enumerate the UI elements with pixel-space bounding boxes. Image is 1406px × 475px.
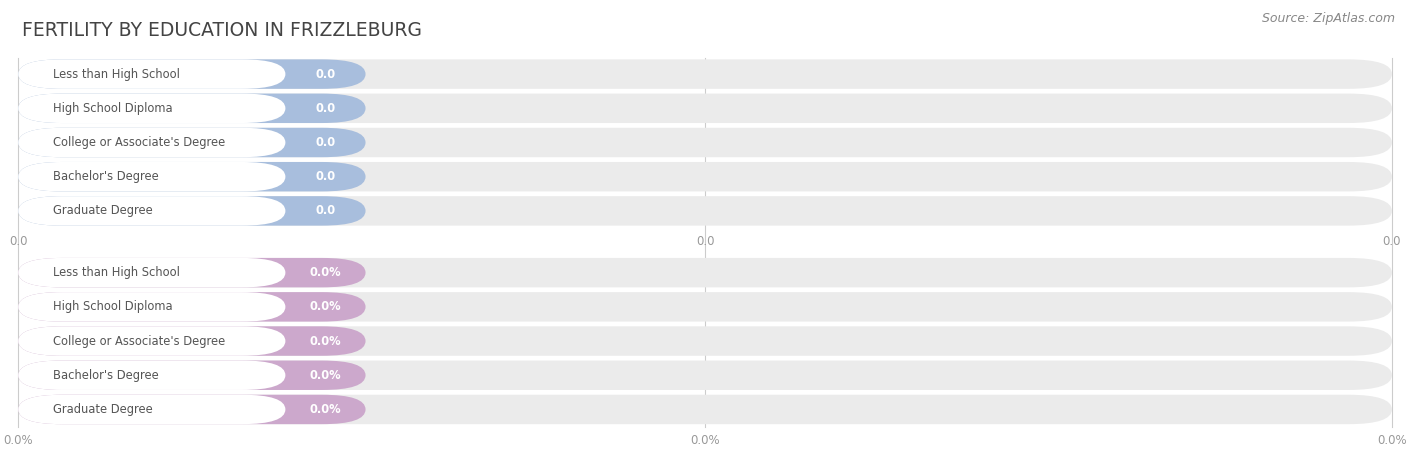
Text: 0.0%: 0.0% bbox=[309, 369, 342, 382]
Text: FERTILITY BY EDUCATION IN FRIZZLEBURG: FERTILITY BY EDUCATION IN FRIZZLEBURG bbox=[22, 21, 422, 40]
FancyBboxPatch shape bbox=[18, 59, 1392, 89]
FancyBboxPatch shape bbox=[18, 326, 1392, 356]
FancyBboxPatch shape bbox=[18, 326, 366, 356]
Text: 0.0: 0.0 bbox=[315, 204, 336, 218]
FancyBboxPatch shape bbox=[18, 196, 285, 226]
Text: 0.0%: 0.0% bbox=[1376, 434, 1406, 447]
Text: 0.0: 0.0 bbox=[315, 67, 336, 81]
FancyBboxPatch shape bbox=[18, 361, 366, 390]
FancyBboxPatch shape bbox=[18, 94, 1392, 123]
FancyBboxPatch shape bbox=[18, 292, 1392, 322]
FancyBboxPatch shape bbox=[18, 94, 285, 123]
FancyBboxPatch shape bbox=[18, 292, 366, 322]
Text: Graduate Degree: Graduate Degree bbox=[53, 204, 153, 218]
Text: 0.0: 0.0 bbox=[696, 235, 714, 248]
Text: High School Diploma: High School Diploma bbox=[53, 300, 173, 314]
Text: 0.0%: 0.0% bbox=[309, 300, 342, 314]
Text: 0.0: 0.0 bbox=[8, 235, 28, 248]
Text: 0.0: 0.0 bbox=[315, 136, 336, 149]
FancyBboxPatch shape bbox=[18, 258, 366, 287]
FancyBboxPatch shape bbox=[18, 162, 366, 191]
Text: High School Diploma: High School Diploma bbox=[53, 102, 173, 115]
Text: College or Associate's Degree: College or Associate's Degree bbox=[53, 334, 226, 348]
FancyBboxPatch shape bbox=[18, 326, 285, 356]
Text: Less than High School: Less than High School bbox=[53, 266, 180, 279]
Text: 0.0%: 0.0% bbox=[309, 266, 342, 279]
Text: Less than High School: Less than High School bbox=[53, 67, 180, 81]
Text: 0.0%: 0.0% bbox=[690, 434, 720, 447]
Text: 0.0: 0.0 bbox=[1382, 235, 1402, 248]
FancyBboxPatch shape bbox=[18, 128, 366, 157]
Text: Graduate Degree: Graduate Degree bbox=[53, 403, 153, 416]
Text: 0.0%: 0.0% bbox=[309, 403, 342, 416]
Text: 0.0: 0.0 bbox=[315, 102, 336, 115]
FancyBboxPatch shape bbox=[18, 162, 1392, 191]
FancyBboxPatch shape bbox=[18, 361, 285, 390]
FancyBboxPatch shape bbox=[18, 94, 366, 123]
FancyBboxPatch shape bbox=[18, 128, 1392, 157]
FancyBboxPatch shape bbox=[18, 258, 285, 287]
Text: Bachelor's Degree: Bachelor's Degree bbox=[53, 170, 159, 183]
FancyBboxPatch shape bbox=[18, 361, 1392, 390]
FancyBboxPatch shape bbox=[18, 258, 1392, 287]
FancyBboxPatch shape bbox=[18, 196, 366, 226]
FancyBboxPatch shape bbox=[18, 292, 285, 322]
Text: Source: ZipAtlas.com: Source: ZipAtlas.com bbox=[1261, 12, 1395, 25]
FancyBboxPatch shape bbox=[18, 59, 366, 89]
Text: College or Associate's Degree: College or Associate's Degree bbox=[53, 136, 226, 149]
Text: 0.0: 0.0 bbox=[315, 170, 336, 183]
Text: Bachelor's Degree: Bachelor's Degree bbox=[53, 369, 159, 382]
Text: 0.0%: 0.0% bbox=[3, 434, 34, 447]
Text: 0.0%: 0.0% bbox=[309, 334, 342, 348]
FancyBboxPatch shape bbox=[18, 128, 285, 157]
FancyBboxPatch shape bbox=[18, 395, 1392, 424]
FancyBboxPatch shape bbox=[18, 395, 285, 424]
FancyBboxPatch shape bbox=[18, 59, 285, 89]
FancyBboxPatch shape bbox=[18, 196, 1392, 226]
FancyBboxPatch shape bbox=[18, 162, 285, 191]
FancyBboxPatch shape bbox=[18, 395, 366, 424]
